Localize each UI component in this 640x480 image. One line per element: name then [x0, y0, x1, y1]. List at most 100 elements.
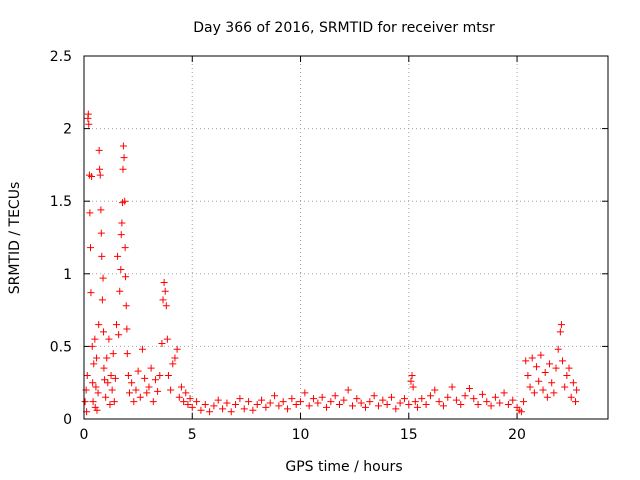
data-point — [89, 398, 97, 406]
data-point — [409, 383, 417, 391]
data-point — [105, 335, 113, 343]
data-point — [535, 377, 543, 385]
data-point — [483, 398, 491, 406]
data-point — [366, 398, 374, 406]
data-point — [444, 393, 452, 401]
x-tick-label: 0 — [80, 427, 89, 443]
data-point — [266, 399, 274, 407]
data-point — [197, 406, 205, 414]
data-point — [154, 387, 162, 395]
data-point — [478, 390, 486, 398]
data-point — [348, 402, 356, 410]
data-point — [314, 399, 322, 407]
data-point — [124, 371, 132, 379]
data-point — [496, 399, 504, 407]
y-tick-label: 0 — [63, 412, 72, 428]
data-point — [162, 302, 170, 310]
data-point — [383, 400, 391, 408]
data-point — [84, 110, 92, 118]
y-axis-label: SRMTID / TECUs — [7, 182, 23, 295]
data-point — [193, 398, 201, 406]
data-point — [123, 350, 131, 358]
data-point — [288, 395, 296, 403]
data-point — [556, 328, 564, 336]
data-point — [122, 302, 130, 310]
data-point — [86, 244, 94, 252]
data-point — [164, 371, 172, 379]
data-point — [109, 350, 117, 358]
data-point — [108, 386, 116, 394]
data-point — [407, 377, 415, 385]
data-point — [101, 376, 109, 384]
data-point — [134, 367, 142, 375]
data-point — [504, 400, 512, 408]
data-point — [169, 360, 177, 368]
data-point — [253, 400, 261, 408]
data-point — [297, 398, 305, 406]
data-point — [457, 400, 465, 408]
x-tick-label: 10 — [292, 427, 310, 443]
data-point — [491, 393, 499, 401]
data-point — [543, 393, 551, 401]
data-point — [331, 392, 339, 400]
data-point — [357, 399, 365, 407]
data-point — [186, 395, 194, 403]
data-point — [323, 403, 331, 411]
data-point — [117, 265, 125, 273]
data-point — [128, 379, 136, 387]
data-point — [292, 400, 300, 408]
data-point — [138, 345, 146, 353]
data-point — [102, 393, 110, 401]
data-point — [87, 289, 95, 297]
data-point — [104, 379, 112, 387]
data-point — [85, 120, 93, 128]
data-point — [470, 395, 478, 403]
data-point — [86, 209, 94, 217]
data-point — [548, 379, 556, 387]
data-point — [227, 408, 235, 416]
data-point — [565, 364, 573, 372]
x-axis-label: GPS time / hours — [285, 459, 402, 475]
data-point — [279, 398, 287, 406]
data-point — [405, 400, 413, 408]
y-tick-label: 2.5 — [50, 49, 72, 65]
data-point — [374, 402, 382, 410]
data-point — [258, 396, 266, 404]
data-point — [167, 386, 175, 394]
data-points — [81, 110, 581, 416]
x-tick-label: 5 — [188, 427, 197, 443]
data-point — [119, 165, 127, 173]
data-point — [240, 405, 248, 413]
data-point — [439, 402, 447, 410]
data-point — [81, 398, 89, 406]
data-point — [92, 383, 100, 391]
data-point — [94, 389, 102, 397]
data-point — [554, 345, 562, 353]
data-point — [344, 386, 352, 394]
data-point — [573, 386, 581, 394]
data-point — [97, 206, 105, 214]
data-point — [487, 402, 495, 410]
data-point — [132, 386, 140, 394]
data-point — [173, 345, 181, 353]
data-point — [98, 296, 106, 304]
chart-title: Day 366 of 2016, SRMTID for receiver mts… — [193, 20, 495, 36]
data-point — [182, 389, 190, 397]
data-point — [96, 165, 104, 173]
data-point — [418, 395, 426, 403]
data-point — [236, 395, 244, 403]
data-point — [561, 383, 569, 391]
data-point — [114, 252, 122, 260]
data-point — [411, 398, 419, 406]
y-tick-label: 2 — [63, 122, 72, 138]
data-point — [121, 197, 129, 205]
data-point — [533, 363, 541, 371]
data-point — [118, 219, 126, 227]
data-point — [206, 408, 214, 416]
data-point — [370, 392, 378, 400]
data-point — [559, 357, 567, 365]
data-point — [214, 396, 222, 404]
data-point — [117, 231, 125, 239]
data-point — [123, 325, 131, 333]
x-tick-label: 20 — [508, 427, 526, 443]
